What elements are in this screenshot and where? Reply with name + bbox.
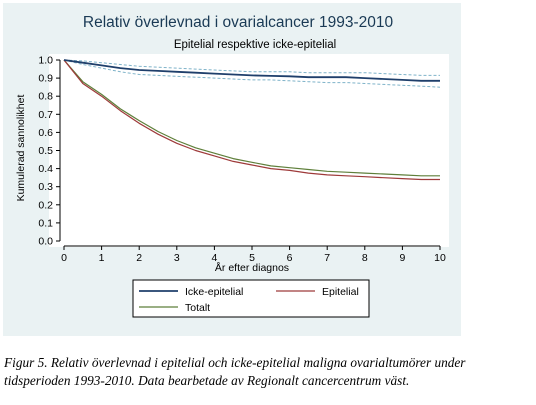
y-tick-label: 0.4 [38, 163, 53, 175]
legend-label-icke-epitelial: Icke-epitelial [185, 286, 243, 298]
y-tick-label: 0.3 [38, 181, 53, 193]
x-tick-label: 3 [174, 252, 180, 264]
y-tick-label: 0.9 [38, 73, 53, 85]
x-tick-label: 7 [324, 252, 330, 264]
y-axis-ticks: 0.0 0.1 0.2 0.3 0.4 0.5 0.6 0.7 0.8 0.9 1.0 [38, 55, 60, 248]
y-axis-label: Kumulerad sannolikhet [15, 95, 27, 202]
series-line-epitelial [63, 59, 440, 181]
x-tick-label: 5 [249, 252, 255, 264]
series-line-icke-epitelial [63, 59, 440, 82]
chart-figure: Relativ överlevnad i ovarialcancer 1993-… [3, 3, 461, 336]
y-tick-label: 1.0 [38, 55, 53, 67]
legend-label-totalt: Totalt [185, 302, 210, 314]
y-tick-label: 0.7 [38, 109, 53, 121]
ci-band-icke-epitelial [63, 59, 441, 88]
x-tick-label: 9 [399, 252, 405, 264]
x-axis-label: År efter diagnos [215, 261, 289, 274]
x-tick-label: 2 [136, 252, 142, 264]
chart-title: Relativ överlevnad i ovarialcancer 1993-… [83, 14, 394, 31]
x-axis-ticks: 0 1 2 3 4 5 6 7 8 9 10 [61, 246, 446, 264]
y-tick-label: 0.8 [38, 91, 53, 103]
legend-box [132, 279, 370, 318]
y-tick-label: 0.6 [38, 127, 53, 139]
figure-caption: Figur 5. Relativ överlevnad i epitelial … [4, 355, 466, 388]
series-lines [63, 59, 440, 181]
chart-subtitle: Epitelial respektive icke-epitelial [174, 39, 336, 51]
x-tick-label: 8 [362, 252, 368, 264]
chart-svg: Relativ överlevnad i ovarialcancer 1993-… [15, 14, 449, 318]
x-tick-label: 0 [61, 252, 67, 264]
x-tick-label: 10 [434, 252, 446, 264]
y-tick-label: 0.2 [38, 199, 53, 211]
plot-area [49, 54, 449, 247]
x-tick-label: 1 [99, 252, 105, 264]
ci-upper-line [63, 59, 440, 76]
x-tick-label: 4 [211, 252, 217, 264]
y-tick-label: 0.0 [38, 236, 53, 248]
series-line-totalt [63, 59, 440, 177]
x-tick-label: 6 [287, 252, 293, 264]
legend-label-epitelial: Epitelial [322, 286, 359, 298]
y-tick-label: 0.5 [38, 145, 53, 157]
y-tick-label: 0.1 [38, 217, 53, 229]
